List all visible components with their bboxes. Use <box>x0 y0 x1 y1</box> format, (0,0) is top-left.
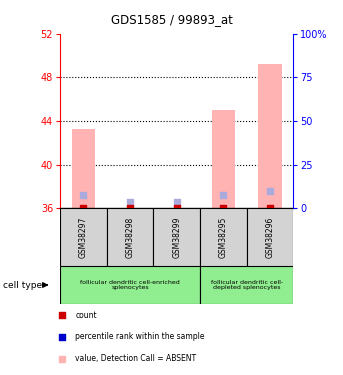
Bar <box>200 266 293 304</box>
Point <box>59 312 64 318</box>
Bar <box>247 208 293 266</box>
Point <box>174 205 179 211</box>
Bar <box>258 64 282 208</box>
Text: GDS1585 / 99893_at: GDS1585 / 99893_at <box>110 13 233 26</box>
Bar <box>153 208 200 266</box>
Point <box>59 334 64 340</box>
Point <box>81 192 86 198</box>
Bar <box>60 208 107 266</box>
Bar <box>200 208 247 266</box>
Bar <box>72 129 95 208</box>
Text: cell type: cell type <box>3 280 43 290</box>
Text: GSM38298: GSM38298 <box>126 216 134 258</box>
Text: GSM38295: GSM38295 <box>219 216 228 258</box>
Text: GSM38297: GSM38297 <box>79 216 88 258</box>
Bar <box>60 266 200 304</box>
Text: value, Detection Call = ABSENT: value, Detection Call = ABSENT <box>75 354 197 363</box>
Text: GSM38299: GSM38299 <box>172 216 181 258</box>
Point <box>127 199 133 205</box>
Point <box>267 205 273 211</box>
Point <box>81 205 86 211</box>
Text: follicular dendritic cell-enriched
splenocytes: follicular dendritic cell-enriched splen… <box>80 280 180 290</box>
Point <box>174 199 179 205</box>
Bar <box>212 110 235 208</box>
Point <box>59 356 64 362</box>
Point <box>221 205 226 211</box>
Text: count: count <box>75 310 97 320</box>
Point <box>267 188 273 194</box>
Bar <box>107 208 153 266</box>
Point <box>127 205 133 211</box>
Text: percentile rank within the sample: percentile rank within the sample <box>75 332 205 341</box>
Text: GSM38296: GSM38296 <box>265 216 274 258</box>
Point <box>221 192 226 198</box>
Text: follicular dendritic cell-
depleted splenocytes: follicular dendritic cell- depleted sple… <box>211 280 283 290</box>
